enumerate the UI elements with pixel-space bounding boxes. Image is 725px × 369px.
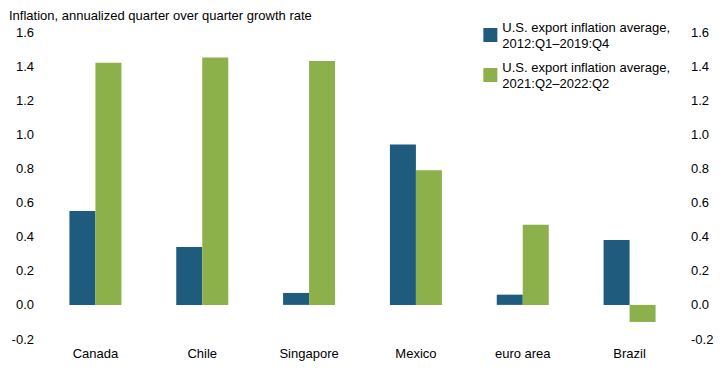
svg-text:Brazil: Brazil [613, 346, 646, 361]
svg-text:0.6: 0.6 [691, 195, 709, 210]
svg-text:U.S. export inflation average,: U.S. export inflation average, [502, 60, 670, 75]
svg-text:2021:Q2–2022:Q2: 2021:Q2–2022:Q2 [502, 76, 609, 91]
svg-text:Inflation, annualized quarter: Inflation, annualized quarter over quart… [9, 8, 312, 23]
svg-text:1.4: 1.4 [16, 59, 34, 74]
svg-text:0.8: 0.8 [16, 161, 34, 176]
svg-text:0.6: 0.6 [16, 195, 34, 210]
svg-text:1.2: 1.2 [691, 93, 709, 108]
svg-text:1.0: 1.0 [16, 127, 34, 142]
svg-text:0.0: 0.0 [691, 297, 709, 312]
svg-text:0.4: 0.4 [691, 229, 709, 244]
svg-text:0.4: 0.4 [16, 229, 34, 244]
svg-text:-0.2: -0.2 [691, 332, 713, 347]
svg-text:1.6: 1.6 [691, 25, 709, 40]
svg-text:1.6: 1.6 [16, 25, 34, 40]
svg-text:U.S. export inflation average,: U.S. export inflation average, [502, 20, 670, 35]
svg-text:1.2: 1.2 [16, 93, 34, 108]
svg-text:0.8: 0.8 [691, 161, 709, 176]
svg-text:Canada: Canada [73, 346, 119, 361]
svg-text:0.2: 0.2 [691, 263, 709, 278]
svg-text:1.4: 1.4 [691, 59, 709, 74]
svg-text:-0.2: -0.2 [12, 332, 34, 347]
svg-text:0.2: 0.2 [16, 263, 34, 278]
svg-text:2012:Q1–2019:Q4: 2012:Q1–2019:Q4 [502, 36, 609, 51]
svg-text:Chile: Chile [187, 346, 217, 361]
svg-text:0.0: 0.0 [16, 297, 34, 312]
svg-text:Singapore: Singapore [279, 346, 338, 361]
svg-text:Mexico: Mexico [395, 346, 436, 361]
svg-text:euro area: euro area [495, 346, 551, 361]
svg-text:1.0: 1.0 [691, 127, 709, 142]
